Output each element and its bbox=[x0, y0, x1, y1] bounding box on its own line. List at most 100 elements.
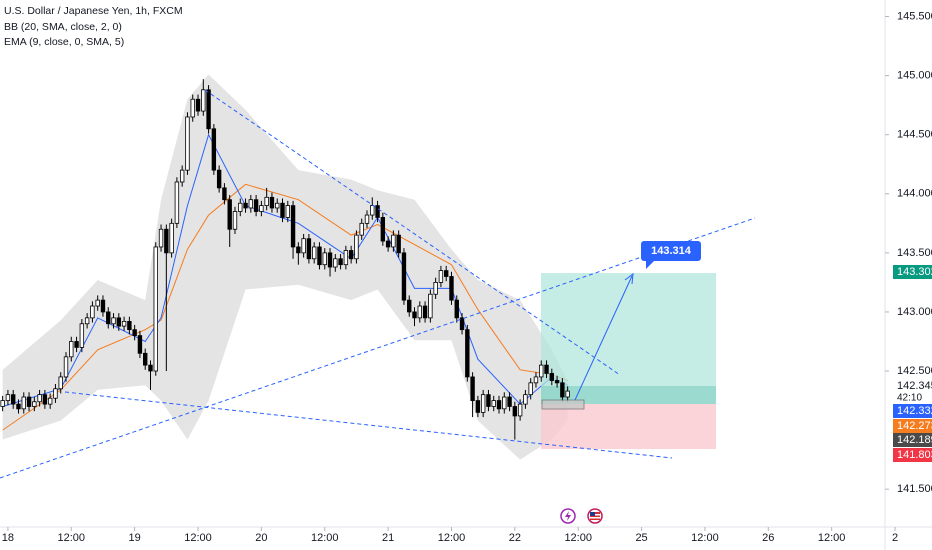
stop-zone bbox=[541, 404, 716, 449]
candle-body bbox=[486, 394, 491, 407]
candle-body bbox=[42, 394, 48, 405]
y-tick-label: 144.000 bbox=[897, 188, 932, 200]
entry-box bbox=[541, 399, 585, 410]
x-tick-label: 12:00 bbox=[58, 532, 86, 544]
candle-body bbox=[269, 196, 275, 209]
price-label: 143.302 bbox=[897, 266, 932, 278]
candle-body bbox=[179, 169, 185, 183]
y-tick-label: 142.500 bbox=[897, 365, 932, 377]
candle-body bbox=[338, 258, 343, 266]
target-zone bbox=[541, 273, 716, 404]
x-tick-label: 26 bbox=[762, 532, 774, 544]
candle-body bbox=[428, 293, 433, 319]
y-tick-label: 141.500 bbox=[897, 483, 932, 495]
candle-body bbox=[248, 199, 254, 209]
candle-body bbox=[37, 394, 42, 403]
candle-body bbox=[216, 169, 222, 189]
x-tick-label: 12:00 bbox=[438, 532, 466, 544]
candle-body bbox=[417, 305, 422, 319]
candle-body bbox=[449, 276, 454, 301]
candle-body bbox=[496, 400, 502, 410]
candle-body bbox=[491, 400, 496, 407]
candle-body bbox=[412, 311, 417, 319]
price-label: 142.345 bbox=[897, 380, 932, 392]
candle-body bbox=[259, 205, 264, 212]
y-tick-label: 145.500 bbox=[897, 10, 932, 22]
candle-body bbox=[465, 329, 470, 378]
x-tick-label: 20 bbox=[255, 532, 267, 544]
candle-body bbox=[470, 376, 475, 401]
candle-body bbox=[333, 258, 338, 268]
candle-body bbox=[454, 299, 459, 319]
candle-body bbox=[290, 205, 296, 248]
candle-body bbox=[327, 252, 333, 268]
candle-body bbox=[549, 372, 555, 381]
legend-entry: EMA (9, close, 0, SMA, 5) bbox=[4, 36, 124, 48]
candle-body bbox=[348, 250, 354, 260]
candle-body bbox=[169, 222, 174, 254]
candle-body bbox=[116, 317, 122, 327]
candle-body bbox=[475, 400, 481, 413]
price-label-box bbox=[893, 265, 932, 279]
candle-body bbox=[407, 299, 412, 313]
candle-body bbox=[195, 98, 201, 112]
candle-body bbox=[443, 270, 449, 277]
candle-body bbox=[517, 403, 523, 417]
candle-body bbox=[554, 380, 560, 384]
candle-body bbox=[0, 400, 5, 407]
plot-area bbox=[0, 79, 570, 440]
candle-body bbox=[148, 364, 153, 372]
x-tick-label: 19 bbox=[129, 532, 141, 544]
candle-body bbox=[100, 299, 106, 313]
candle-body bbox=[21, 396, 26, 410]
candle-body bbox=[63, 356, 69, 378]
y-tick-label: 144.500 bbox=[897, 129, 932, 141]
candle-body bbox=[137, 335, 143, 354]
candle-body bbox=[227, 199, 232, 230]
candle-body bbox=[354, 234, 359, 260]
candle-body bbox=[253, 199, 259, 212]
candle-body bbox=[401, 252, 407, 301]
candle-body bbox=[391, 234, 396, 248]
open-profit-zone bbox=[541, 386, 716, 404]
x-tick-label: 12:00 bbox=[184, 532, 212, 544]
y-tick-label: 145.000 bbox=[897, 70, 932, 82]
candle-body bbox=[317, 246, 322, 266]
chart-title: U.S. Dollar / Japanese Yen, 1h, FXCM bbox=[4, 5, 183, 17]
x-tick-label: 12:00 bbox=[818, 532, 846, 544]
candle-body bbox=[158, 228, 164, 248]
y-tick-label: 143.500 bbox=[897, 247, 932, 259]
bb-basis-line bbox=[2, 183, 568, 431]
y-tick-label: 143.000 bbox=[897, 306, 932, 318]
candle-body bbox=[264, 196, 269, 207]
price-label: 142.189 bbox=[897, 434, 932, 446]
candle-body bbox=[16, 403, 21, 410]
candle-body bbox=[127, 320, 132, 331]
candle-body bbox=[69, 341, 74, 358]
candle-body bbox=[385, 240, 391, 248]
candle-body bbox=[164, 228, 169, 254]
candle-body bbox=[507, 396, 512, 407]
candle-body bbox=[364, 214, 370, 224]
candle-body bbox=[422, 305, 428, 319]
candle-body bbox=[211, 128, 217, 171]
price-label-box bbox=[893, 448, 932, 462]
candle-body bbox=[459, 317, 465, 331]
candle-body bbox=[528, 382, 533, 396]
legend-entry: BB (20, SMA, close, 2, 0) bbox=[4, 21, 122, 33]
candle-body bbox=[275, 202, 280, 209]
trend-line bbox=[64, 391, 673, 459]
candle-body bbox=[222, 187, 227, 201]
candle-body bbox=[280, 202, 285, 218]
price-label: 141.803 bbox=[897, 449, 932, 461]
price-label-box bbox=[893, 404, 932, 418]
trend-line bbox=[0, 217, 756, 479]
flag-canton bbox=[590, 512, 595, 516]
candle-body bbox=[232, 211, 238, 230]
candle-body bbox=[296, 246, 301, 254]
flag-stripe bbox=[590, 517, 600, 519]
candle-body bbox=[32, 401, 37, 407]
candle-body bbox=[132, 329, 137, 336]
candle-body bbox=[480, 394, 486, 413]
x-tick-label: 21 bbox=[382, 532, 394, 544]
